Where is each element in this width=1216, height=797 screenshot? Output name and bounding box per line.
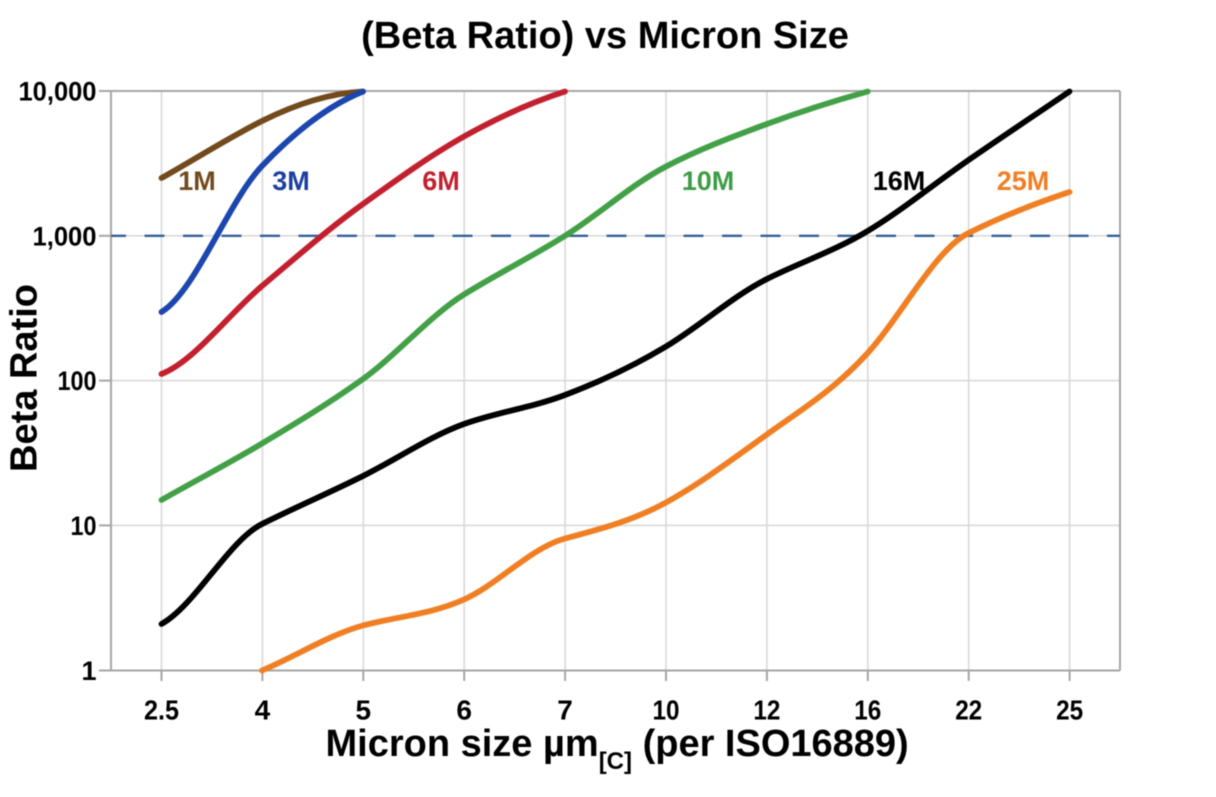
svg-text:3M: 3M — [272, 166, 310, 196]
svg-text:4: 4 — [255, 695, 271, 726]
svg-text:10: 10 — [71, 511, 97, 541]
svg-text:22: 22 — [955, 695, 982, 726]
svg-text:16: 16 — [854, 695, 881, 726]
svg-text:7: 7 — [557, 695, 573, 726]
svg-text:2.5: 2.5 — [144, 695, 179, 726]
svg-text:12: 12 — [753, 695, 780, 726]
svg-text:6: 6 — [456, 695, 472, 726]
svg-text:25: 25 — [1056, 695, 1083, 726]
svg-text:16M: 16M — [873, 166, 926, 196]
svg-text:6M: 6M — [422, 166, 460, 196]
svg-text:5: 5 — [356, 695, 372, 726]
svg-text:1,000: 1,000 — [33, 221, 97, 251]
svg-text:10M: 10M — [682, 166, 735, 196]
svg-text:10,000: 10,000 — [19, 77, 97, 107]
svg-text:1: 1 — [81, 656, 96, 686]
svg-text:Beta Ratio: Beta Ratio — [4, 284, 46, 472]
svg-text:100: 100 — [58, 366, 97, 396]
svg-text:(Beta Ratio) vs Micron Size: (Beta Ratio) vs Micron Size — [361, 15, 849, 57]
svg-text:25M: 25M — [997, 166, 1050, 196]
svg-text:1M: 1M — [178, 166, 216, 196]
svg-text:10: 10 — [653, 695, 680, 726]
